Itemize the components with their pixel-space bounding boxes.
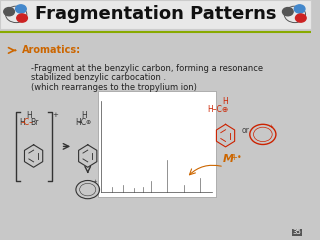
Circle shape [4,7,14,16]
Text: H: H [26,111,32,120]
Text: –C–: –C– [20,118,34,127]
Circle shape [283,7,293,16]
Text: H: H [20,118,25,127]
Circle shape [16,5,26,13]
Circle shape [295,14,306,22]
Text: +: + [52,112,58,118]
Text: Br: Br [30,118,38,127]
Text: Fragmentation Patterns: Fragmentation Patterns [35,5,276,23]
Text: Aromatics:: Aromatics: [22,45,81,55]
Text: H: H [223,97,228,106]
Text: ⊕: ⊕ [85,120,90,125]
Circle shape [294,5,305,13]
Text: stabilized benzylic carbocation .: stabilized benzylic carbocation . [31,73,166,83]
FancyBboxPatch shape [98,91,216,197]
Text: –C: –C [77,118,87,127]
Text: H: H [82,111,87,120]
Text: -Fragment at the benzylic carbon, forming a resonance: -Fragment at the benzylic carbon, formin… [31,64,263,73]
Text: or: or [242,126,250,135]
Text: H: H [75,118,81,127]
Text: H–C⊕: H–C⊕ [207,105,228,114]
Circle shape [17,14,28,22]
Text: M: M [223,154,234,164]
FancyBboxPatch shape [0,0,311,29]
Text: +: + [92,179,97,184]
Text: (which rearranges to the tropylium ion): (which rearranges to the tropylium ion) [31,83,197,92]
Text: +: + [268,124,273,129]
Text: +•: +• [230,153,242,162]
Text: 35: 35 [293,229,302,235]
